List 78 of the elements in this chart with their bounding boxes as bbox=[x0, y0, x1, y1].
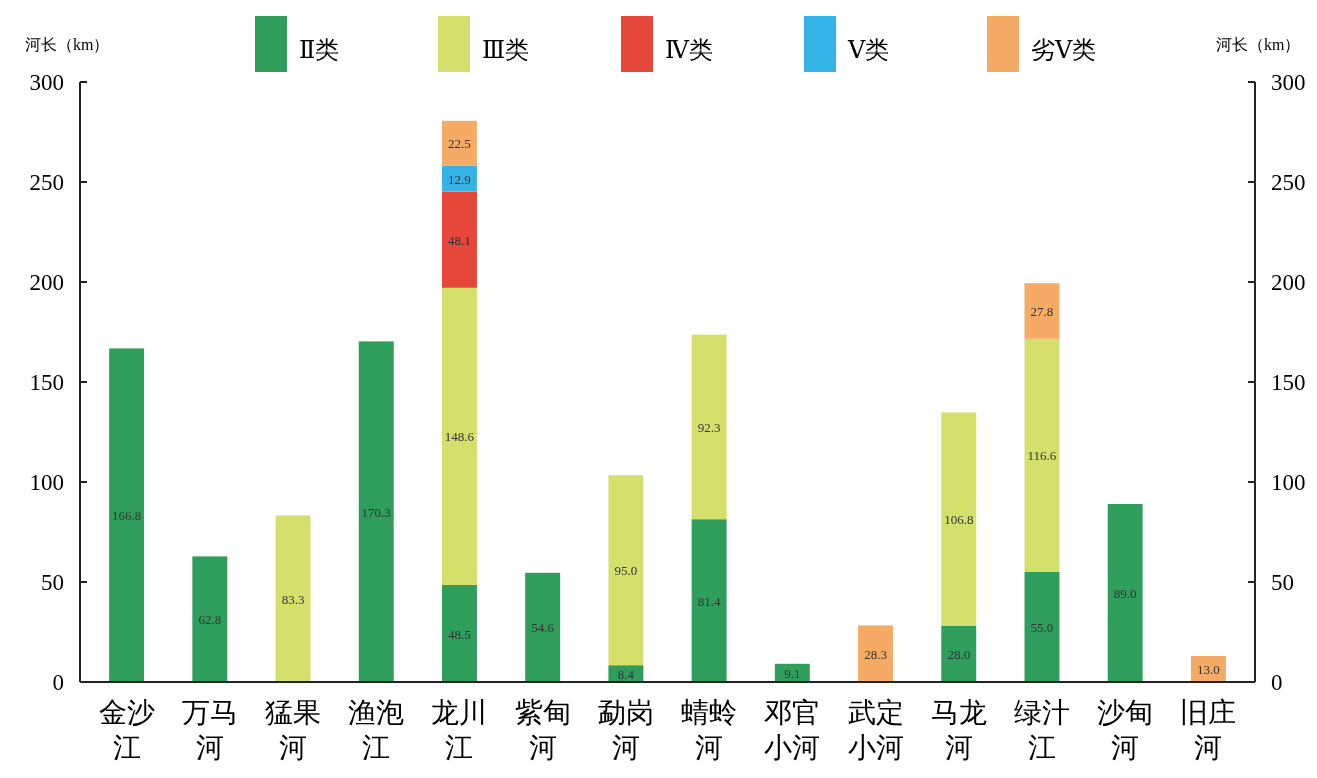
data-label: 54.6 bbox=[531, 620, 555, 636]
data-label: 13.0 bbox=[1197, 662, 1220, 677]
data-label: 12.9 bbox=[448, 171, 471, 187]
bar bbox=[1024, 283, 1060, 339]
y-tick-label: 50 bbox=[41, 570, 64, 595]
x-tick-label: 金沙江 bbox=[98, 697, 155, 763]
bar bbox=[275, 515, 311, 682]
y-tick-label: 300 bbox=[29, 70, 64, 95]
legend-label: Ⅴ类 bbox=[847, 37, 890, 63]
bar bbox=[441, 120, 477, 166]
x-tick-label: 勐岗河 bbox=[597, 697, 654, 763]
x-tick-label: 渔泡江 bbox=[348, 697, 405, 763]
x-tick-label: 蜻蛉河 bbox=[681, 697, 738, 763]
data-label: 81.4 bbox=[697, 593, 721, 609]
data-label: 8.4 bbox=[617, 666, 635, 682]
x-tick-label: 紫甸河 bbox=[514, 697, 571, 763]
y2-tick-label: 100 bbox=[1271, 470, 1306, 495]
x-tick-label: 邓官小河 bbox=[764, 697, 821, 763]
x-tick-label: 武定小河 bbox=[847, 697, 904, 763]
data-label: 55.0 bbox=[1030, 620, 1054, 635]
y2-tick-label: 50 bbox=[1271, 570, 1294, 595]
bar bbox=[358, 341, 394, 682]
legend-label: Ⅱ类 bbox=[299, 37, 340, 63]
legend-label: 劣Ⅴ类 bbox=[1031, 37, 1097, 63]
bar bbox=[441, 287, 477, 585]
x-tick-label: 马龙河 bbox=[930, 697, 987, 763]
data-label: 170.3 bbox=[361, 504, 391, 520]
bar bbox=[858, 625, 894, 682]
data-label: 92.3 bbox=[697, 419, 721, 435]
bar bbox=[441, 191, 477, 288]
data-label: 83.3 bbox=[281, 591, 305, 607]
bar bbox=[691, 334, 727, 520]
x-tick-label: 万马河 bbox=[181, 697, 238, 763]
bar bbox=[441, 585, 477, 682]
data-label: 28.0 bbox=[947, 647, 971, 662]
bar bbox=[441, 165, 477, 192]
data-label: 9.1 bbox=[784, 665, 801, 681]
bar bbox=[691, 519, 727, 682]
x-tick-label: 猛果河 bbox=[265, 697, 322, 763]
data-label: 106.8 bbox=[944, 512, 974, 528]
y2-tick-label: 0 bbox=[1271, 670, 1283, 695]
x-tick-label: 绿汁江 bbox=[1013, 697, 1070, 763]
data-label: 22.5 bbox=[448, 136, 471, 152]
data-label: 166.8 bbox=[111, 508, 142, 524]
data-label: 48.5 bbox=[448, 626, 471, 642]
data-label: 95.0 bbox=[614, 563, 638, 579]
y-tick-label: 250 bbox=[29, 170, 64, 195]
y2-tick-label: 150 bbox=[1271, 370, 1306, 395]
data-label: 48.1 bbox=[448, 232, 471, 248]
x-tick-label: 龙川江 bbox=[431, 697, 488, 763]
data-label: 28.3 bbox=[864, 646, 887, 662]
legend-label: Ⅲ类 bbox=[482, 37, 530, 63]
bar bbox=[608, 475, 644, 666]
y2-axis-title: 河长（km） bbox=[1216, 36, 1301, 53]
bar bbox=[1024, 338, 1060, 572]
data-label: 148.6 bbox=[444, 429, 475, 445]
data-label: 27.8 bbox=[1030, 304, 1054, 319]
y-tick-label: 100 bbox=[29, 470, 64, 495]
y2-tick-label: 200 bbox=[1271, 270, 1306, 295]
legend-label: Ⅳ类 bbox=[665, 37, 713, 63]
bar bbox=[192, 556, 228, 682]
y-tick-label: 0 bbox=[52, 670, 64, 695]
x-tick-label: 旧庄河 bbox=[1180, 697, 1237, 763]
bar bbox=[109, 348, 145, 682]
bar bbox=[1107, 504, 1143, 682]
y-tick-label: 200 bbox=[29, 270, 64, 295]
data-label: 89.0 bbox=[1113, 586, 1137, 601]
y-axis-title: 河长（km） bbox=[25, 36, 110, 53]
bar bbox=[941, 412, 977, 626]
x-tick-label: 沙甸河 bbox=[1097, 697, 1154, 763]
y-tick-label: 150 bbox=[29, 370, 64, 395]
bar bbox=[941, 626, 977, 682]
bar bbox=[525, 572, 561, 682]
data-label: 62.8 bbox=[198, 612, 222, 628]
data-label: 116.6 bbox=[1027, 448, 1057, 464]
bar bbox=[1024, 572, 1060, 682]
y2-tick-label: 250 bbox=[1271, 170, 1306, 195]
y2-tick-label: 300 bbox=[1271, 70, 1306, 95]
